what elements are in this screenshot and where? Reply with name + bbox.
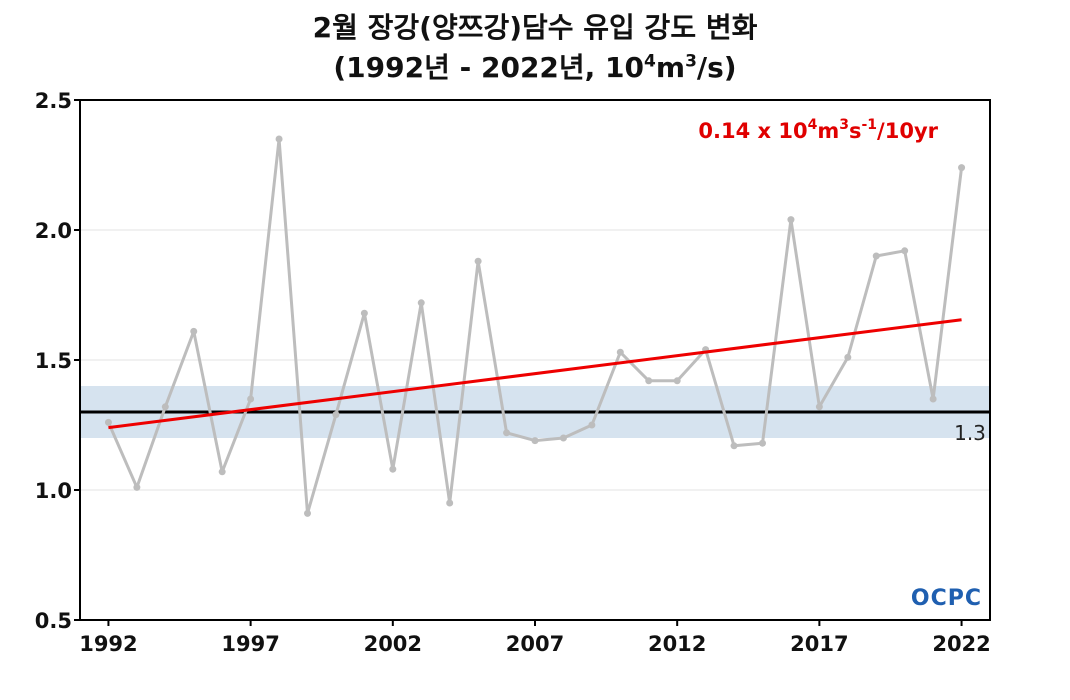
y-tick-label: 1.0: [35, 479, 72, 503]
data-point: [190, 327, 198, 335]
data-point: [304, 509, 311, 517]
data-point: [901, 247, 909, 255]
data-point: [730, 442, 738, 450]
x-tick-label: 2017: [790, 632, 848, 656]
data-point: [815, 403, 823, 411]
data-point: [247, 395, 255, 403]
data-point: [645, 377, 653, 385]
reference-line-label: 1.3: [954, 421, 986, 445]
subtitle-part: m: [655, 51, 686, 84]
x-tick-label: 2022: [932, 632, 990, 656]
y-tick-label: 1.5: [35, 349, 72, 373]
y-tick-label: 2.0: [35, 219, 72, 243]
y-tick-label: 0.5: [35, 609, 72, 633]
annotation-exponent: 4: [808, 117, 818, 133]
y-tick-label: 2.5: [35, 89, 72, 113]
annotation-part: /10yr: [877, 119, 939, 143]
trend-annotation: 0.14 x 104m3s-1/10yr: [698, 117, 938, 143]
data-point: [104, 418, 112, 426]
chart-subtitle: (1992년 - 2022년, 104m3/s): [0, 46, 1070, 86]
series-line: [107, 137, 964, 515]
data-point: [389, 465, 397, 473]
data-point: [417, 299, 425, 307]
chart-title: 2월 장강(양쯔강)담수 유입 강도 변화: [312, 11, 758, 44]
data-point: [559, 434, 567, 442]
data-point: [332, 411, 340, 419]
data-point: [958, 164, 966, 172]
x-tick-label: 1997: [221, 632, 279, 656]
data-point: [929, 395, 937, 403]
subtitle-exponent: 4: [644, 51, 656, 72]
x-tick-label: 2002: [364, 632, 422, 656]
data-point: [844, 353, 852, 361]
annotation-part: 0.14 x 10: [698, 119, 807, 143]
data-point: [503, 429, 511, 437]
data-point: [275, 135, 283, 143]
subtitle-part: (1992년 - 2022년, 10: [333, 51, 645, 84]
ocpc-logo: OCPC: [911, 586, 982, 611]
data-point: [616, 348, 624, 356]
data-point: [474, 257, 482, 265]
x-tick-label: 2012: [648, 632, 706, 656]
annotation-exponent: 3: [839, 117, 849, 133]
annotation-exponent: -1: [861, 117, 877, 133]
trend-line: [108, 318, 962, 430]
data-point: [531, 437, 539, 445]
subtitle-exponent: 3: [685, 51, 697, 72]
annotation-part: s: [849, 119, 862, 143]
x-tick-label: 2007: [506, 632, 564, 656]
data-point: [787, 216, 795, 224]
data-point: [588, 421, 596, 429]
x-tick-label: 1992: [79, 632, 137, 656]
plot-frame: [79, 99, 991, 621]
data-point: [360, 309, 368, 317]
annotation-part: m: [817, 119, 839, 143]
data-point: [218, 468, 226, 476]
data-point: [759, 439, 766, 447]
data-point: [133, 483, 141, 491]
subtitle-part: /s): [696, 51, 737, 84]
data-point: [161, 403, 169, 411]
data-point: [446, 499, 454, 507]
data-point: [872, 252, 880, 260]
data-point: [673, 377, 681, 385]
